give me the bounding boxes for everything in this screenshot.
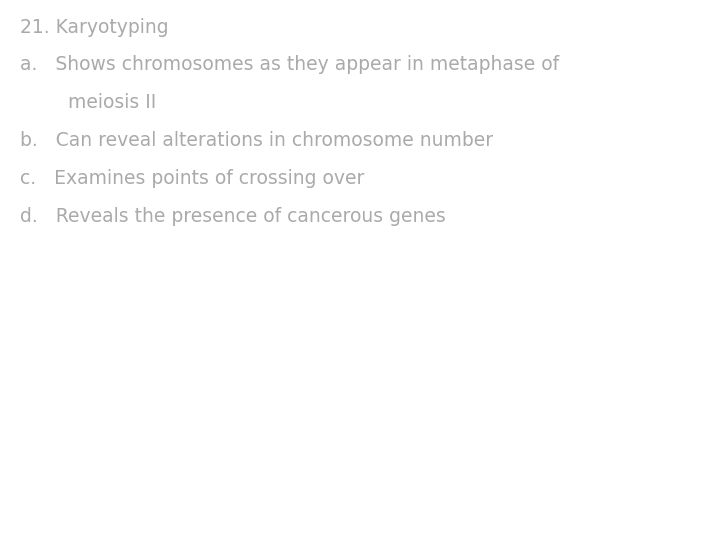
Text: c.   Examines points of crossing over: c. Examines points of crossing over (20, 170, 364, 188)
Text: d.   Reveals the presence of cancerous genes: d. Reveals the presence of cancerous gen… (20, 207, 446, 226)
Text: meiosis II: meiosis II (20, 93, 156, 112)
Text: b.   Can reveal alterations in chromosome number: b. Can reveal alterations in chromosome … (20, 132, 493, 151)
Text: 21. Karyotyping: 21. Karyotyping (20, 18, 168, 37)
Text: a.   Shows chromosomes as they appear in metaphase of: a. Shows chromosomes as they appear in m… (20, 56, 559, 75)
